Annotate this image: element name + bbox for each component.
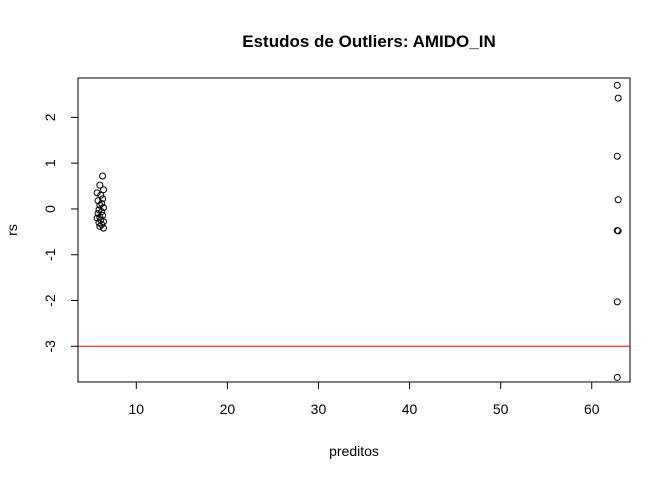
x-tick-label: 20 xyxy=(220,401,236,417)
y-tick-label: -2 xyxy=(42,294,58,307)
data-point xyxy=(613,373,621,381)
data-point xyxy=(99,172,107,180)
data-point xyxy=(614,94,622,102)
y-tick-label: 0 xyxy=(42,205,58,213)
chart-title: Estudos de Outliers: AMIDO_IN xyxy=(242,32,495,51)
data-points xyxy=(93,81,622,381)
x-tick-label: 60 xyxy=(584,401,600,417)
data-point xyxy=(98,221,106,229)
data-point xyxy=(93,214,101,222)
x-tick-label: 40 xyxy=(402,401,418,417)
x-axis-label: preditos xyxy=(329,443,379,459)
y-tick-label: -1 xyxy=(42,248,58,261)
y-tick-label: -3 xyxy=(42,340,58,353)
data-point xyxy=(613,81,621,89)
y-axis: -3 -2 -1 0 1 2 xyxy=(42,113,79,353)
y-tick-label: 1 xyxy=(42,159,58,167)
data-point xyxy=(614,227,622,235)
data-point xyxy=(96,181,104,189)
data-point xyxy=(96,201,104,209)
x-axis: 10 20 30 40 50 60 xyxy=(129,381,600,417)
x-tick-label: 50 xyxy=(493,401,509,417)
x-tick-label: 30 xyxy=(311,401,327,417)
data-point xyxy=(613,298,621,306)
data-point xyxy=(614,196,622,204)
data-point xyxy=(100,186,108,194)
x-tick-label: 10 xyxy=(129,401,145,417)
data-point xyxy=(98,199,106,207)
y-tick-label: 2 xyxy=(42,113,58,121)
data-point xyxy=(96,222,104,230)
data-point xyxy=(97,191,105,199)
data-point xyxy=(99,195,107,203)
data-point xyxy=(613,152,621,160)
data-point xyxy=(93,189,101,197)
y-axis-label: rs xyxy=(4,224,20,236)
data-point xyxy=(94,210,102,218)
data-point xyxy=(100,224,108,232)
